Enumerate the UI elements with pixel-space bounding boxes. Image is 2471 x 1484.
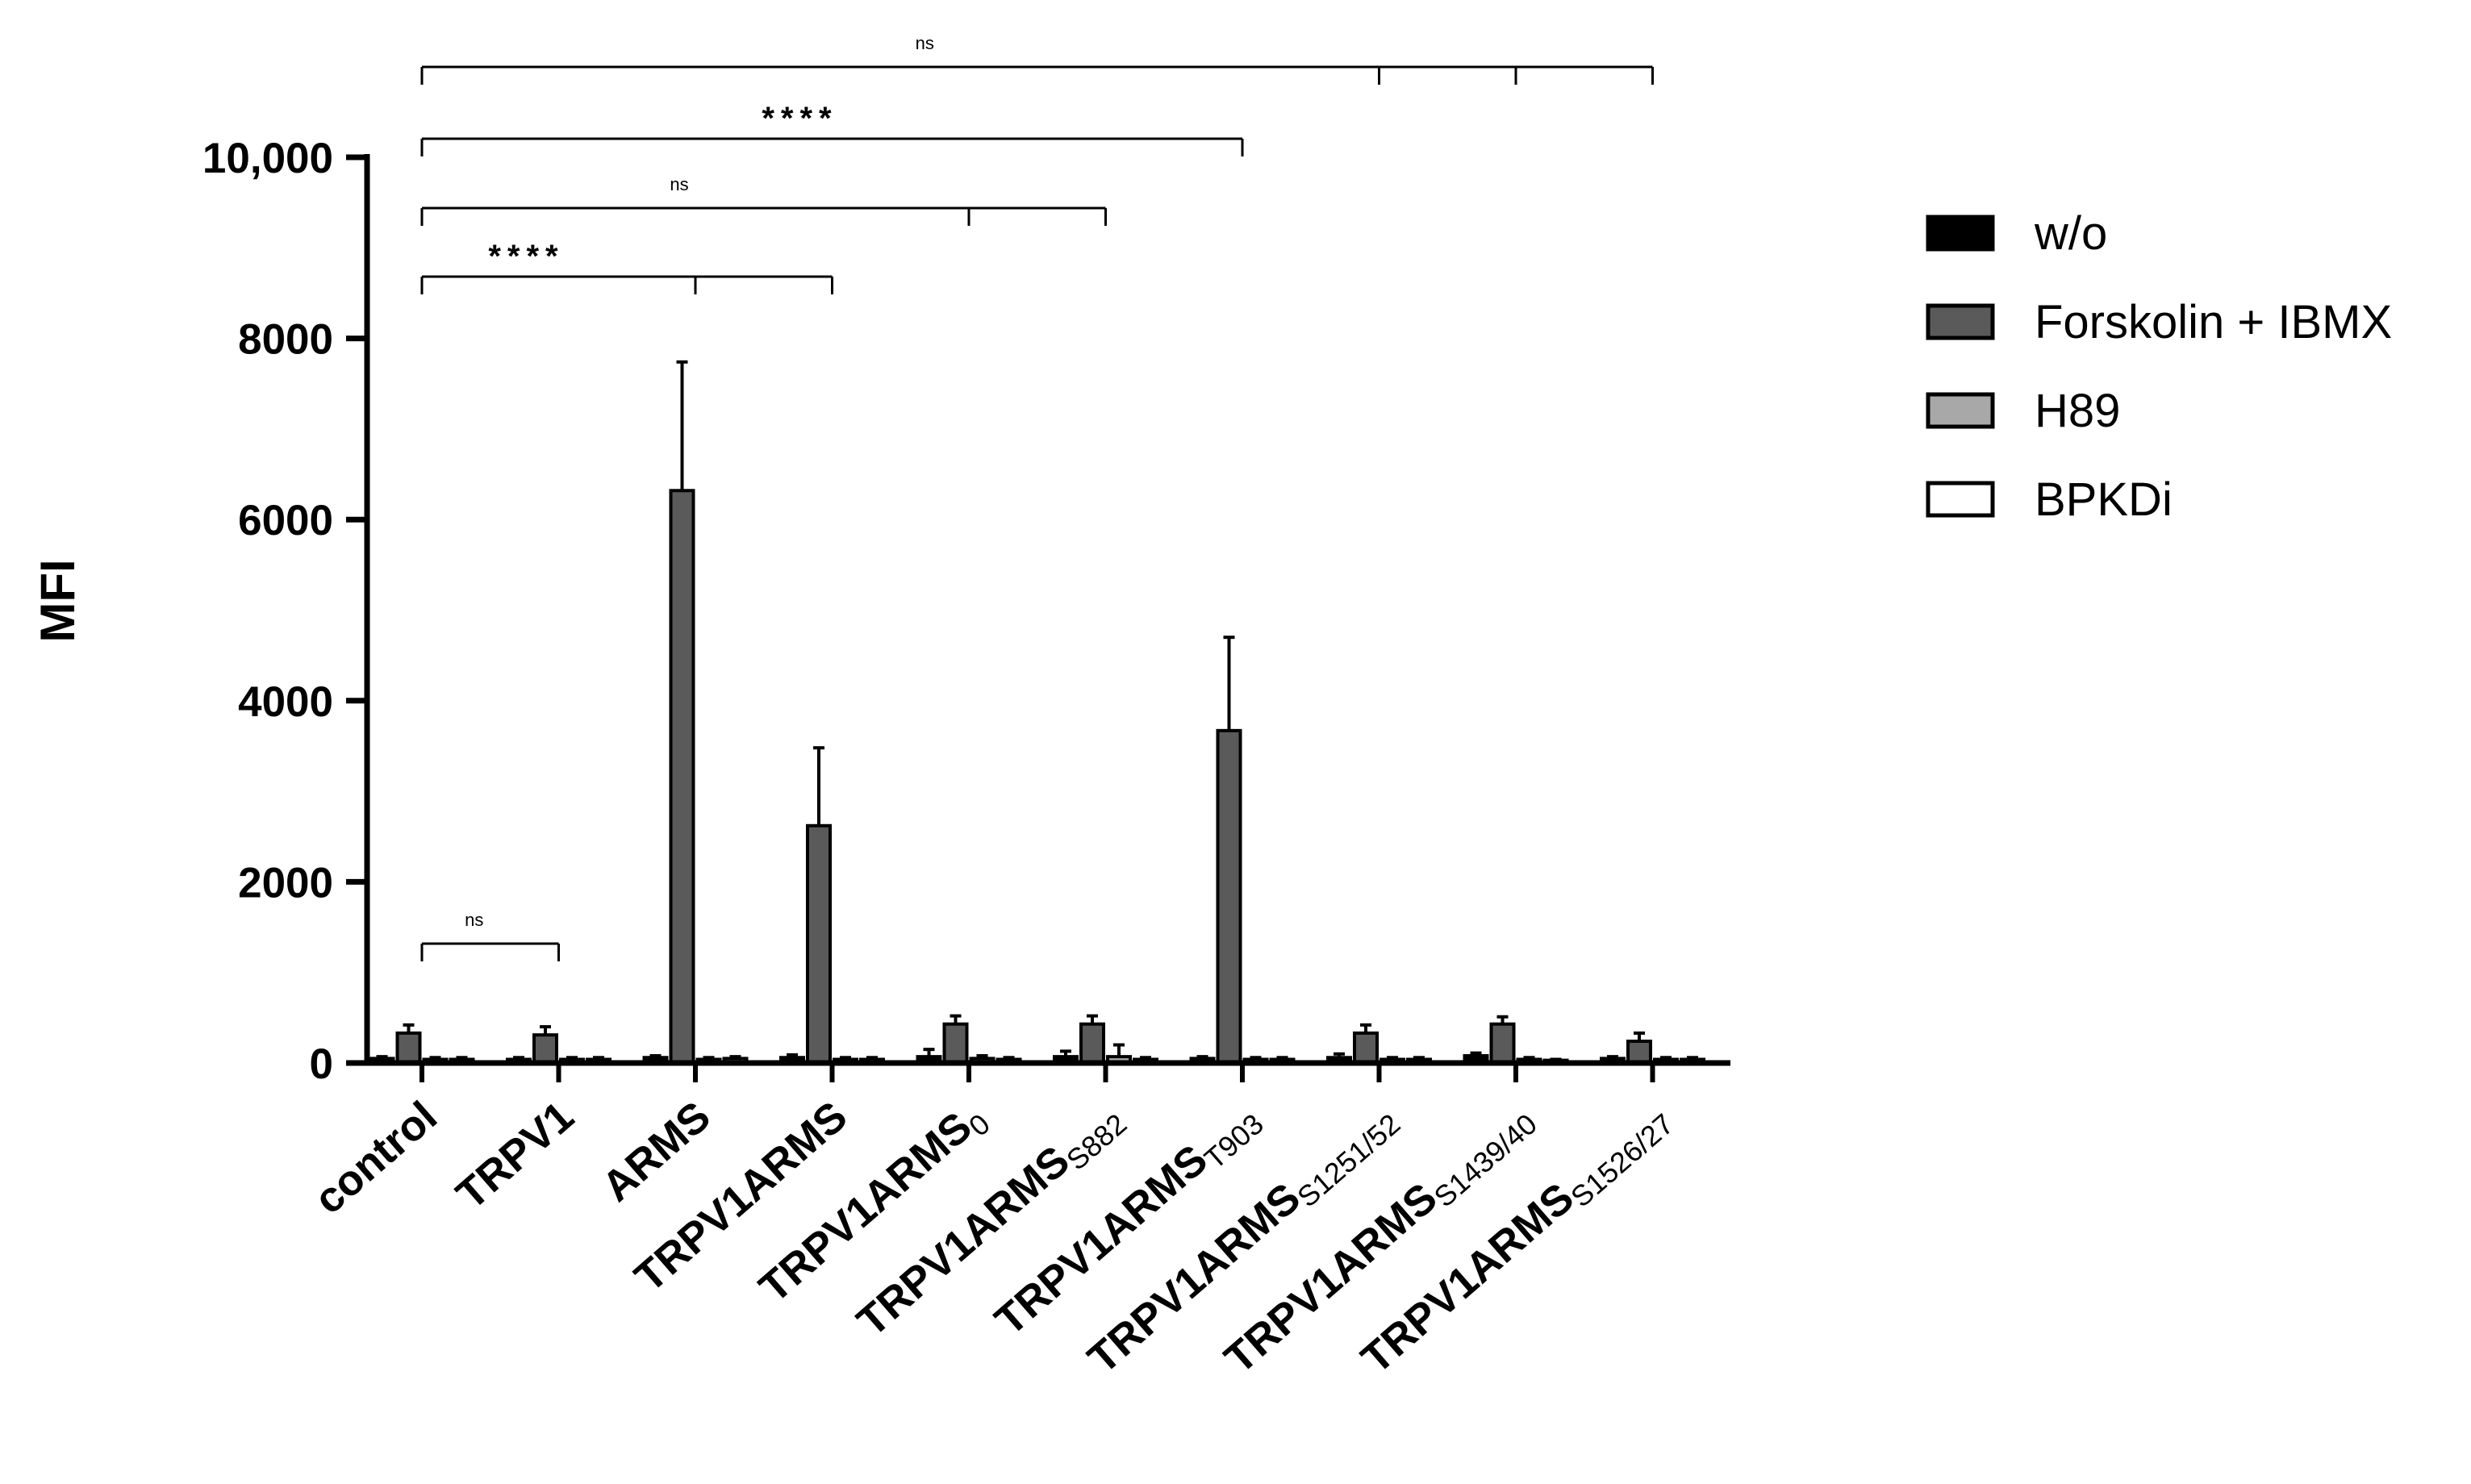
significance-label: **** bbox=[488, 239, 564, 274]
x-tick-label: TRPV1 bbox=[448, 1093, 583, 1219]
y-tick-label: 0 bbox=[310, 1040, 333, 1088]
bar bbox=[395, 1031, 422, 1065]
bars-layer bbox=[369, 360, 1705, 1065]
x-tick-label: ARMS bbox=[593, 1093, 719, 1211]
y-tick-label: 6000 bbox=[238, 497, 333, 544]
y-tick-label: 8000 bbox=[238, 316, 333, 364]
legend: w/o Forskolin + IBMX H89 BPKDi bbox=[1926, 207, 2392, 526]
legend-label: w/o bbox=[2034, 207, 2107, 260]
y-axis-label: MFI bbox=[31, 559, 85, 642]
bar bbox=[942, 1022, 969, 1065]
significance-label: **** bbox=[762, 101, 837, 136]
significance-label: ns bbox=[916, 33, 934, 53]
legend-swatch bbox=[1926, 392, 1995, 429]
significance-layer: ns **** ns **** ns bbox=[420, 33, 1654, 961]
bar bbox=[669, 489, 695, 1065]
category-name: ARMS bbox=[593, 1093, 719, 1211]
y-tick-label: 10,000 bbox=[202, 135, 333, 182]
category-name: control bbox=[306, 1093, 446, 1223]
bar bbox=[1216, 728, 1242, 1065]
category-name: TRPV1 bbox=[448, 1093, 583, 1219]
legend-swatch bbox=[1926, 481, 1995, 518]
legend-swatch bbox=[1926, 303, 1995, 340]
significance-label: ns bbox=[670, 174, 688, 194]
x-tick-label: control bbox=[306, 1093, 446, 1223]
bar bbox=[806, 823, 832, 1065]
y-tick-label: 4000 bbox=[238, 678, 333, 726]
bar bbox=[1353, 1031, 1379, 1065]
bar bbox=[532, 1033, 558, 1065]
bar bbox=[1626, 1040, 1652, 1065]
legend-swatch bbox=[1926, 215, 1995, 252]
legend-label: H89 bbox=[2035, 385, 2120, 437]
category-subscript: S1526/27 bbox=[1564, 1107, 1680, 1214]
legend-label: Forskolin + IBMX bbox=[2035, 296, 2392, 348]
legend-label: BPKDi bbox=[2035, 473, 2173, 526]
significance-label: ns bbox=[465, 910, 483, 930]
y-tick-label: 2000 bbox=[238, 859, 333, 907]
bar bbox=[1489, 1022, 1516, 1065]
bar bbox=[1079, 1022, 1105, 1065]
